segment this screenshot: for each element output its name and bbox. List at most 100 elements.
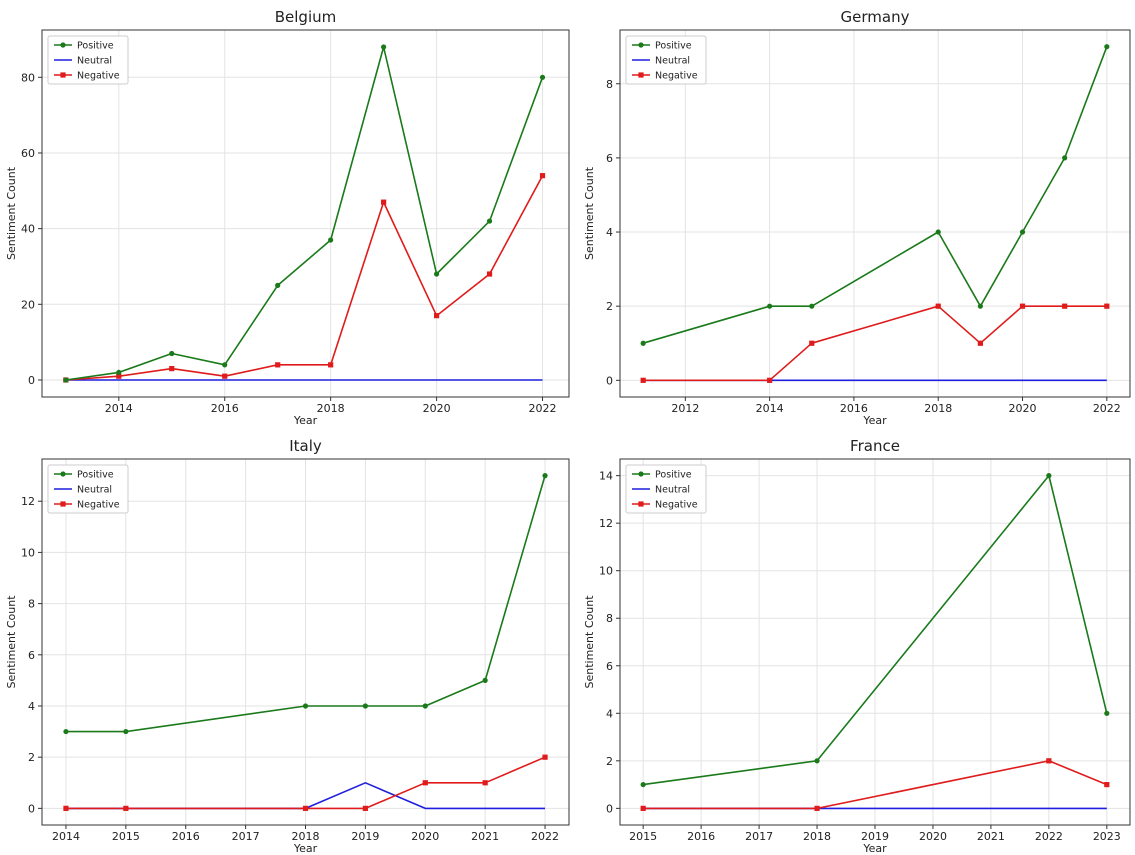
subplot-title: Italy — [289, 437, 322, 455]
data-point-negative — [809, 340, 815, 346]
series-line-negative — [643, 759, 1108, 810]
data-point-positive — [275, 282, 281, 288]
y-tick-label: 40 — [21, 223, 35, 236]
data-point-negative — [123, 805, 129, 811]
data-point-positive — [542, 473, 548, 479]
y-tick-label: 4 — [606, 707, 613, 720]
y-axis-label: Sentiment Count — [5, 166, 18, 260]
data-point-negative — [422, 780, 428, 786]
legend-marker — [60, 72, 66, 78]
data-point-negative — [362, 805, 368, 811]
data-point-positive — [814, 758, 820, 764]
y-tick-label: 8 — [28, 598, 35, 611]
data-point-negative — [1019, 303, 1026, 309]
legend-label-positive: Positive — [77, 470, 114, 481]
y-tick-label: 10 — [599, 565, 613, 578]
data-point-negative — [640, 377, 646, 383]
data-point-positive — [222, 362, 228, 368]
x-tick-label: 2019 — [861, 830, 889, 843]
data-point-positive — [1019, 229, 1026, 235]
legend-box — [47, 464, 129, 514]
x-tick-label: 2016 — [687, 830, 715, 843]
y-tick-label: 12 — [21, 495, 35, 508]
x-tick-label: 2020 — [919, 830, 947, 843]
data-point-negative — [977, 340, 983, 346]
y-tick-label: 2 — [606, 300, 613, 313]
data-point-positive — [1062, 155, 1068, 161]
plot-frame — [41, 29, 570, 398]
series-line-negative — [65, 175, 544, 381]
x-tick-label: 2022 — [1035, 830, 1063, 843]
y-tick-label: 8 — [606, 78, 613, 91]
x-tick-label: 2020 — [411, 830, 439, 843]
data-point-negative — [328, 362, 334, 368]
x-tick-label: 2018 — [803, 830, 831, 843]
y-axis-label: Sentiment Count — [5, 595, 18, 689]
subplot-title: France — [850, 437, 900, 455]
legend: Positive Neutral Negative — [47, 35, 129, 85]
y-tick-label: 8 — [606, 612, 613, 625]
x-tick-label: 2015 — [112, 830, 140, 843]
data-point-negative — [542, 754, 548, 760]
x-tick-label: 2014 — [105, 402, 133, 415]
x-axis-label: Year — [862, 414, 887, 427]
y-tick-label: 0 — [606, 374, 613, 387]
data-point-positive — [767, 303, 773, 309]
data-point-negative — [222, 373, 228, 379]
data-point-positive — [362, 703, 368, 709]
x-tick-label: 2014 — [52, 830, 80, 843]
y-axis-label: Sentiment Count — [583, 595, 596, 689]
legend-label-neutral: Neutral — [655, 56, 690, 67]
data-point-positive — [169, 350, 175, 357]
x-tick-label: 2020 — [423, 402, 451, 415]
data-point-positive — [935, 229, 941, 235]
y-tick-label: 4 — [28, 700, 35, 713]
x-tick-label: 2017 — [232, 830, 260, 843]
data-point-positive — [381, 44, 387, 50]
data-point-negative — [381, 199, 387, 205]
data-point-negative — [1062, 303, 1068, 309]
data-point-positive — [116, 369, 122, 376]
y-tick-label: 10 — [21, 546, 35, 559]
data-point-negative — [539, 173, 546, 179]
x-tick-label: 2018 — [924, 402, 952, 415]
y-tick-label: 80 — [21, 71, 35, 84]
legend-label-neutral: Neutral — [77, 485, 112, 496]
x-tick-label: 2022 — [529, 402, 557, 415]
data-point-positive — [1104, 710, 1110, 716]
subplot-title: Germany — [841, 8, 910, 26]
x-tick-label: 2023 — [1093, 830, 1121, 843]
subplot-germany: 2012 2014 2016 2018 2020 2022 0 2 4 6 8 Germany Year… — [583, 8, 1131, 427]
y-tick-label: 2 — [28, 751, 35, 764]
data-point-positive — [302, 703, 309, 709]
data-point-positive — [486, 218, 493, 224]
series-line-positive — [643, 474, 1108, 786]
data-point-positive — [640, 781, 646, 788]
data-point-positive — [1104, 44, 1110, 50]
subplot-italy: 2014 2015 2016 2017 2018 2019 2020 2021 2022 0 2 4 6… — [5, 437, 570, 855]
legend-label-neutral: Neutral — [655, 485, 690, 496]
data-point-positive — [539, 74, 546, 80]
data-point-positive — [63, 728, 69, 735]
subplot-france: 2015 2016 2017 2018 2019 2020 2021 2022 2023 0 2 4 6… — [583, 437, 1131, 855]
legend-marker — [638, 72, 644, 78]
x-tick-label: 2022 — [1093, 402, 1121, 415]
x-tick-label: 2016 — [211, 402, 239, 415]
y-tick-label: 6 — [28, 649, 35, 662]
legend-box — [625, 35, 707, 85]
x-tick-label: 2021 — [977, 830, 1005, 843]
x-tick-label: 2015 — [629, 830, 657, 843]
legend: Positive Neutral Negative — [47, 464, 129, 514]
x-tick-label: 2014 — [756, 402, 784, 415]
subplot-title: Belgium — [275, 8, 337, 26]
y-tick-label: 2 — [606, 755, 613, 768]
x-axis-label: Year — [293, 414, 318, 427]
data-point-negative — [1104, 781, 1110, 788]
data-point-negative — [1104, 303, 1110, 309]
y-tick-label: 0 — [606, 802, 613, 815]
data-point-negative — [169, 366, 175, 372]
data-point-negative — [814, 805, 820, 811]
y-tick-label: 14 — [599, 470, 613, 483]
y-axis-label: Sentiment Count — [583, 166, 596, 260]
